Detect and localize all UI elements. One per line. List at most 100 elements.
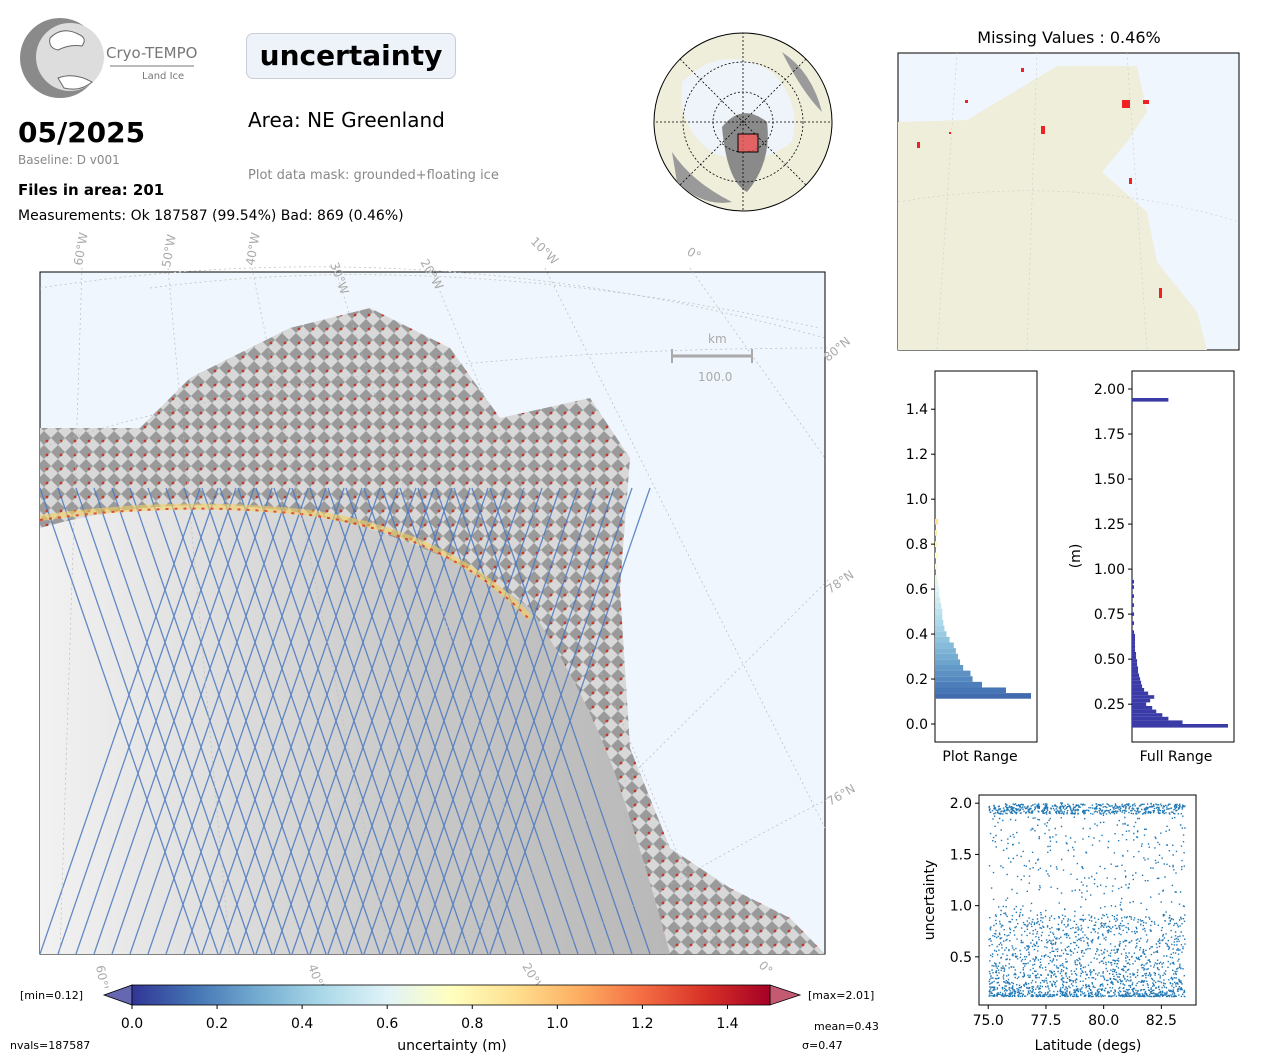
histogram-tick: 0.75	[1094, 607, 1125, 623]
scatter-xtick: 77.5	[1030, 1013, 1061, 1029]
histogram-bar	[1132, 677, 1141, 681]
histogram-tick: 1.75	[1094, 427, 1125, 443]
colorbar-tick: 1.4	[716, 1016, 738, 1032]
histogram-bar	[1132, 585, 1135, 589]
histogram-tick: 1.4	[906, 402, 928, 418]
histogram-tick: 1.00	[1094, 562, 1125, 578]
histogram-xlabel: Plot Range	[942, 749, 1017, 765]
colorbar-tick: 0.4	[291, 1016, 313, 1032]
histogram-bar	[1132, 655, 1137, 660]
scatter-ytick: 0.5	[950, 950, 972, 966]
scatter-latitude: 75.0 77.5 80.0 82.5 0.5 1.0 1.5 2.0 uncertainty…	[922, 794, 1197, 1054]
histogram-bar	[1132, 612, 1135, 616]
histogram-bar	[935, 552, 938, 559]
histogram-bar	[1132, 603, 1135, 607]
histogram-bar	[1132, 662, 1138, 667]
histogram-bar	[935, 676, 973, 682]
histogram-bar	[1132, 698, 1151, 703]
histogram-bar	[1132, 641, 1136, 645]
histogram-bar	[1132, 702, 1147, 706]
scatter-xtick: 80.0	[1088, 1013, 1119, 1029]
histogram-bar	[935, 563, 938, 570]
histogram-tick: 0.50	[1094, 652, 1125, 668]
histogram-bar	[935, 642, 954, 649]
histogram-bar	[1132, 666, 1139, 670]
lat-label: 76°N	[825, 781, 858, 808]
histogram-bar	[1132, 673, 1140, 678]
svg-text:60°W: 60°W	[93, 964, 113, 988]
histogram-bar	[1132, 716, 1169, 721]
baseline: Baseline: D v001	[18, 153, 120, 167]
histogram-bar	[935, 614, 943, 621]
histogram-bar	[1132, 579, 1135, 584]
histogram-bar	[935, 659, 961, 665]
graticule	[39, 266, 831, 955]
histogram-tick: 1.2	[906, 447, 928, 463]
histogram-bar	[1132, 713, 1163, 717]
histogram-bar	[1132, 705, 1153, 710]
lat-label: 80°N	[821, 334, 853, 364]
svg-text:100.0: 100.0	[698, 370, 732, 384]
colorbar-tick: 1.0	[546, 1016, 568, 1032]
locator-globe	[653, 32, 833, 212]
colorbar: [min=0.12] [max=2.01] 0.0 0.2 0.4 0.6 0.8 1.0…	[10, 984, 879, 1054]
histogram-bar	[1132, 691, 1149, 696]
histogram-tick: 1.25	[1094, 517, 1125, 533]
histogram-bar	[1132, 644, 1136, 649]
parameter-title: uncertainty	[246, 33, 456, 79]
histogram-tick: 0.8	[906, 537, 928, 553]
scatter-ytick: 2.0	[950, 796, 972, 812]
histogram-bar	[1132, 648, 1136, 652]
histogram-ylabel: (m)	[1068, 544, 1084, 569]
histogram-bar	[1132, 633, 1136, 638]
svg-text:0°: 0°	[756, 958, 776, 978]
missing-values-map	[897, 52, 1240, 351]
lon-label: 10°W	[528, 234, 561, 267]
histogram-bar	[935, 636, 950, 643]
lat-labels: 80°N 78°N 76°N	[821, 334, 858, 808]
area-highlight	[737, 133, 759, 153]
histogram-bar	[1132, 594, 1135, 598]
histogram-bar	[1132, 684, 1143, 688]
colorbar-tick: 1.2	[631, 1016, 653, 1032]
histogram-bar	[1132, 695, 1155, 699]
mean-value: mean=0.43	[814, 1020, 879, 1033]
histogram-bar	[1132, 687, 1145, 692]
histogram-tick: 0.2	[906, 672, 928, 688]
histogram-bar	[935, 681, 982, 688]
cryo-tempo-logo: Cryo-TEMPO Land Ice	[20, 18, 197, 98]
histogram-bar	[1132, 723, 1228, 728]
histogram-bar	[1132, 680, 1142, 685]
histogram-bar	[935, 693, 1031, 699]
histogram-bar	[1132, 621, 1135, 625]
histogram-bar	[935, 530, 938, 536]
svg-text:Land Ice: Land Ice	[142, 71, 184, 82]
histogram-tick: 0.25	[1094, 697, 1125, 713]
lon-label: 0°	[685, 244, 704, 263]
histogram-bar	[935, 687, 1006, 694]
nvals: nvals=187587	[10, 1039, 90, 1052]
scatter-ylabel: uncertainty	[922, 860, 938, 940]
histogram-tick: 2.00	[1094, 382, 1125, 398]
missing-values-title: Missing Values : 0.46%	[977, 28, 1161, 47]
histogram-bar	[1132, 720, 1183, 724]
lon-label: 50°W	[159, 233, 179, 268]
histogram-full-range: 0.25 0.50 0.75 1.00 1.25 1.50 1.75 2.00 (m) Ful…	[1068, 370, 1235, 765]
histogram-bar	[1132, 669, 1139, 674]
colorbar-tick: 0.8	[461, 1016, 483, 1032]
svg-text:km: km	[708, 332, 727, 346]
histogram-bar	[935, 518, 939, 525]
histogram-bar	[935, 541, 938, 547]
colorbar-tick: 0.2	[206, 1016, 228, 1032]
colorbar-label: uncertainty (m)	[397, 1038, 506, 1054]
sigma-value: σ=0.47	[802, 1039, 843, 1052]
histogram-plot-range: 0.0 0.2 0.4 0.6 0.8 1.0 1.2 1.4 Plot Range	[906, 370, 1038, 765]
data-mask: Plot data mask: grounded+floating ice	[248, 168, 499, 183]
scale-bar: km 100.0	[671, 332, 753, 384]
colorbar-tick: 0.0	[121, 1016, 143, 1032]
histogram-tick: 0.6	[906, 582, 928, 598]
histogram-bar	[935, 620, 944, 626]
histogram-bar	[935, 608, 943, 615]
histogram-tick: 1.0	[906, 492, 928, 508]
histogram-xlabel: Full Range	[1140, 749, 1213, 765]
